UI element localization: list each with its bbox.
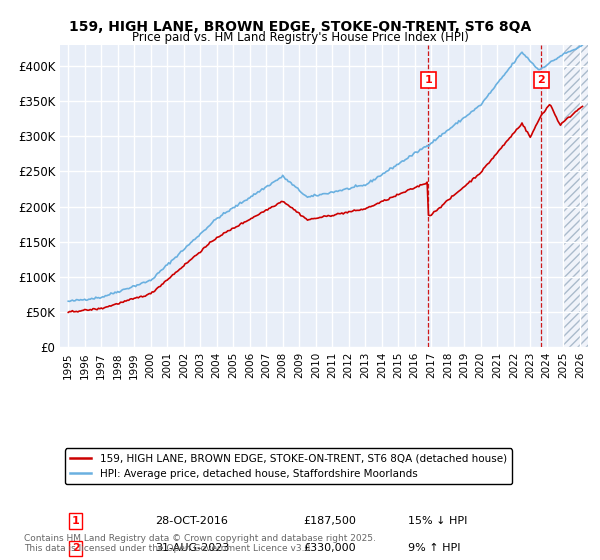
Text: £330,000: £330,000: [303, 543, 356, 553]
Text: 9% ↑ HPI: 9% ↑ HPI: [409, 543, 461, 553]
Legend: 159, HIGH LANE, BROWN EDGE, STOKE-ON-TRENT, ST6 8QA (detached house), HPI: Avera: 159, HIGH LANE, BROWN EDGE, STOKE-ON-TRE…: [65, 449, 512, 484]
Text: Contains HM Land Registry data © Crown copyright and database right 2025.
This d: Contains HM Land Registry data © Crown c…: [24, 534, 376, 553]
Text: 15% ↓ HPI: 15% ↓ HPI: [409, 516, 468, 526]
Text: 1: 1: [425, 75, 433, 85]
Text: £187,500: £187,500: [303, 516, 356, 526]
Text: 159, HIGH LANE, BROWN EDGE, STOKE-ON-TRENT, ST6 8QA: 159, HIGH LANE, BROWN EDGE, STOKE-ON-TRE…: [69, 20, 531, 34]
Text: Price paid vs. HM Land Registry's House Price Index (HPI): Price paid vs. HM Land Registry's House …: [131, 31, 469, 44]
Text: 1: 1: [72, 516, 80, 526]
Text: 28-OCT-2016: 28-OCT-2016: [155, 516, 228, 526]
Text: 31-AUG-2023: 31-AUG-2023: [155, 543, 229, 553]
Text: 2: 2: [72, 543, 80, 553]
Text: 2: 2: [538, 75, 545, 85]
